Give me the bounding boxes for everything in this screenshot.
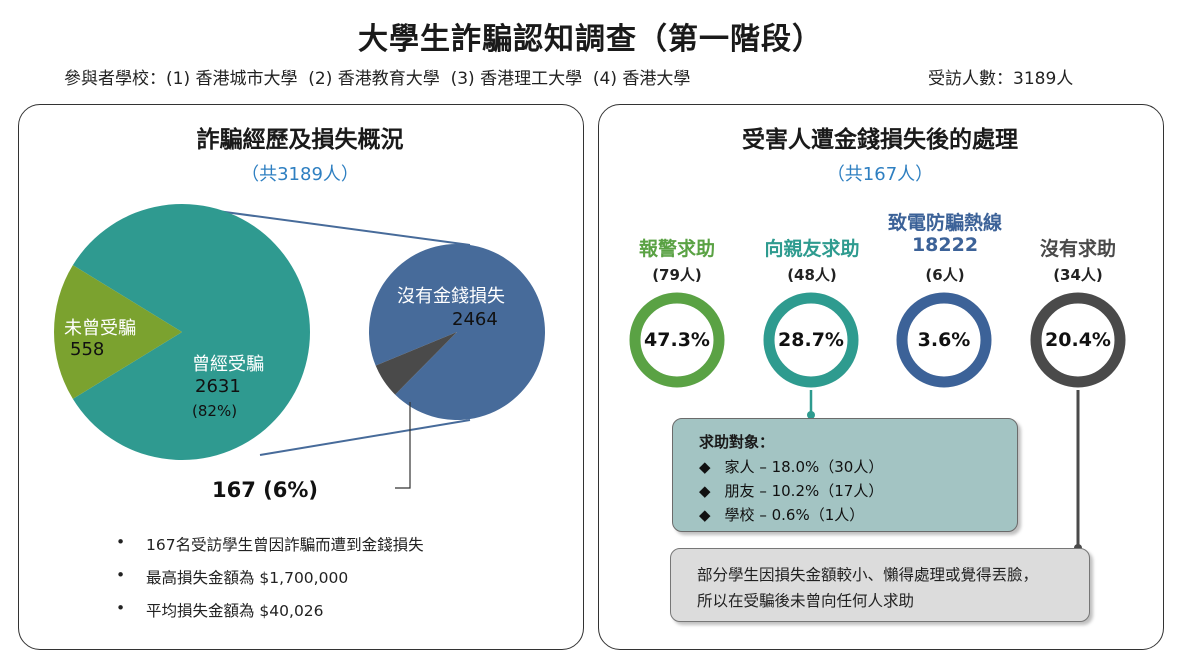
ring-police: 47.3% bbox=[627, 290, 727, 390]
right-panel-subtitle: （共167人） bbox=[826, 164, 934, 185]
support-row-school: ◆ 學校 – 0.6%（1人） bbox=[699, 506, 865, 524]
family-connector-dot bbox=[807, 411, 815, 419]
ring-fill bbox=[1030, 292, 1126, 388]
ring-none-graphic bbox=[1030, 292, 1126, 388]
page-title: 大學生詐騙認知調查（第一階段） bbox=[358, 22, 823, 57]
respondent-count: 受訪人數：3189人 bbox=[928, 69, 1074, 89]
left-panel-subtitle: （共3189人） bbox=[241, 164, 359, 185]
connector-line-bottom bbox=[259, 419, 471, 456]
ring-none: 20.4% bbox=[1028, 290, 1128, 390]
ring-police-graphic bbox=[629, 292, 725, 388]
detail-pie bbox=[368, 244, 545, 420]
category-title-hotline: 致電防騙熱線 bbox=[887, 212, 1002, 234]
not-victim-slice bbox=[53, 265, 182, 399]
left-panel-title: 詐騙經歷及損失概況 bbox=[196, 127, 404, 153]
ring-fill bbox=[629, 292, 725, 388]
category-count-police: (79人) bbox=[652, 266, 702, 284]
fact-item: • 最高損失金額為 $1,700,000 bbox=[116, 566, 349, 587]
ring-police-percent: 47.3% bbox=[644, 329, 710, 351]
category-count-family: (48人) bbox=[787, 266, 837, 284]
category-hotline-number: 18222 bbox=[911, 234, 979, 256]
main-pie bbox=[53, 203, 310, 461]
fact-list: • 167名受訪學生曾因詐騙而遭到金錢損失 • 最高損失金額為 $1,700,000… bbox=[116, 533, 424, 621]
support-row-friends: ◆ 朋友 – 10.2%（17人） bbox=[699, 482, 884, 500]
support-box-title: 求助對象： bbox=[699, 433, 775, 451]
victim-label: 曾經受騙 bbox=[192, 354, 264, 375]
participant-schools: 參與者學校：(1) 香港城市大學 (2) 香港教育大學 (3) 香港理工大學 (… bbox=[64, 69, 691, 89]
victim-value: 2631 bbox=[195, 376, 241, 397]
category-title-family: 向親友求助 bbox=[764, 238, 860, 260]
fact-item: • 167名受訪學生曾因詐騙而遭到金錢損失 bbox=[116, 533, 424, 554]
connector-line-top bbox=[209, 209, 471, 246]
no-help-note-box: 部分學生因損失金額較小、懶得處理或覺得丟臉， 所以在受騙後未曾向任何人求助 bbox=[670, 548, 1090, 622]
right-panel-title: 受害人遭金錢損失後的處理 bbox=[742, 127, 1018, 153]
category-count-none: (34人) bbox=[1053, 266, 1103, 284]
support-row-family: ◆ 家人 – 18.0%（30人） bbox=[699, 458, 884, 476]
loss-slice bbox=[375, 332, 457, 395]
ring-hotline-percent: 3.6% bbox=[917, 329, 971, 351]
ring-fill bbox=[896, 292, 992, 388]
ring-fill bbox=[763, 292, 859, 388]
ring-family-graphic bbox=[763, 292, 859, 388]
ring-family-percent: 28.7% bbox=[778, 329, 844, 351]
category-count-hotline: (6人) bbox=[925, 266, 965, 284]
victim-percent: (82%) bbox=[192, 402, 238, 420]
not-victim-label: 未曾受騙 bbox=[64, 318, 136, 339]
no-loss-label: 沒有金錢損失 bbox=[397, 286, 505, 307]
loss-leader-line bbox=[395, 402, 411, 489]
note-line-2: 所以在受騙後未曾向任何人求助 bbox=[697, 592, 915, 610]
not-victim-value: 558 bbox=[70, 339, 105, 360]
loss-label: 167 (6%) bbox=[212, 478, 318, 502]
victim-slice bbox=[72, 203, 310, 461]
ring-hotline: 3.6% bbox=[894, 290, 994, 390]
no-loss-value: 2464 bbox=[452, 309, 498, 330]
category-title-none: 沒有求助 bbox=[1039, 238, 1116, 260]
fact-item: • 平均損失金額為 $40,026 bbox=[116, 599, 324, 620]
category-title-police: 報警求助 bbox=[638, 238, 715, 260]
note-line-1: 部分學生因損失金額較小、懶得處理或覺得丟臉， bbox=[697, 566, 1039, 584]
ring-none-percent: 20.4% bbox=[1045, 329, 1111, 351]
ring-hotline-graphic bbox=[896, 292, 992, 388]
ring-family: 28.7% bbox=[761, 290, 861, 390]
support-target-box: 求助對象： ◆ 家人 – 18.0%（30人） ◆ 朋友 – 10.2%（17人） … bbox=[672, 418, 1018, 532]
